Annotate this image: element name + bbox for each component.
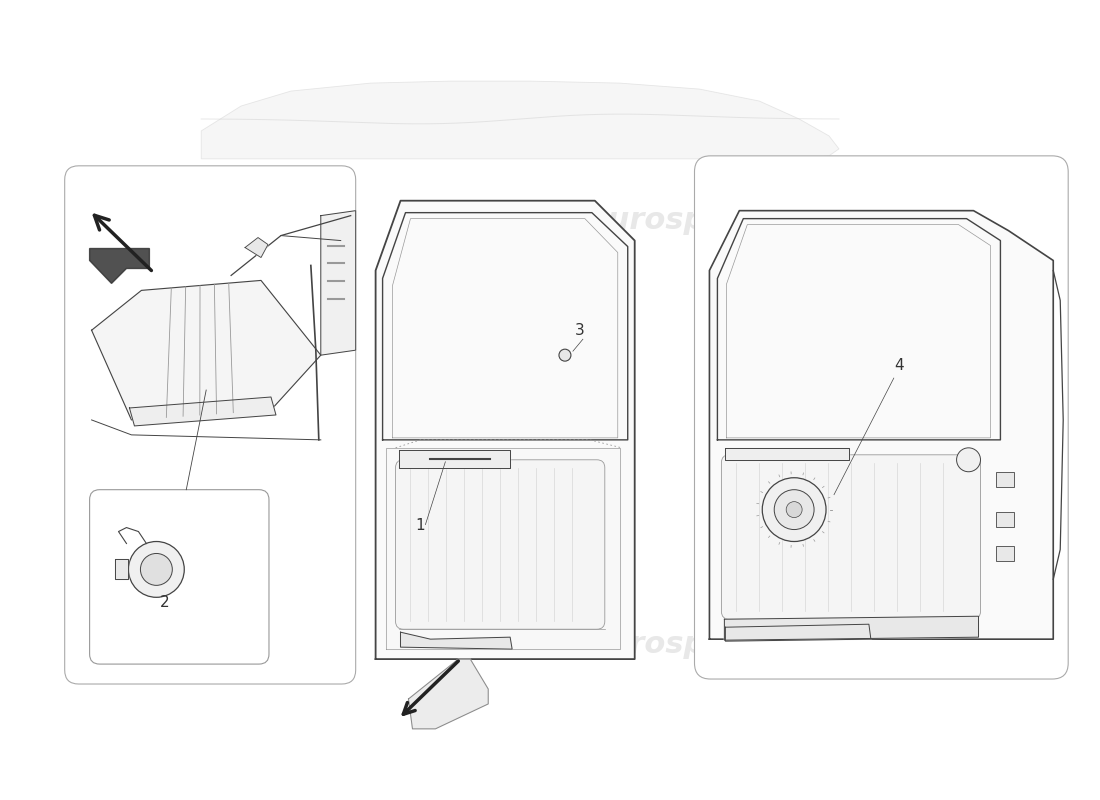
Polygon shape bbox=[725, 448, 849, 460]
FancyBboxPatch shape bbox=[65, 166, 355, 684]
Polygon shape bbox=[386, 448, 619, 649]
Circle shape bbox=[559, 349, 571, 361]
Circle shape bbox=[129, 542, 185, 598]
Text: eurospares: eurospares bbox=[90, 206, 283, 235]
Polygon shape bbox=[710, 210, 1053, 639]
Text: 2: 2 bbox=[160, 595, 169, 610]
Text: 1: 1 bbox=[416, 518, 426, 533]
Polygon shape bbox=[725, 616, 979, 640]
Polygon shape bbox=[725, 624, 871, 641]
Polygon shape bbox=[375, 201, 635, 659]
Polygon shape bbox=[408, 659, 488, 729]
Circle shape bbox=[786, 502, 802, 518]
Polygon shape bbox=[201, 81, 839, 159]
Text: 3: 3 bbox=[575, 323, 585, 338]
Circle shape bbox=[774, 490, 814, 530]
Bar bbox=[997, 546, 1014, 562]
Circle shape bbox=[957, 448, 980, 472]
Polygon shape bbox=[89, 249, 150, 283]
Polygon shape bbox=[717, 218, 1000, 440]
Polygon shape bbox=[245, 238, 268, 258]
Text: eurospares: eurospares bbox=[90, 630, 283, 658]
Bar bbox=[997, 472, 1014, 486]
FancyBboxPatch shape bbox=[89, 490, 270, 664]
FancyBboxPatch shape bbox=[694, 156, 1068, 679]
Polygon shape bbox=[91, 281, 321, 420]
Text: eurospares: eurospares bbox=[588, 206, 781, 235]
Polygon shape bbox=[400, 632, 513, 649]
Polygon shape bbox=[130, 397, 276, 426]
Polygon shape bbox=[114, 559, 129, 579]
Text: eurospares: eurospares bbox=[781, 630, 957, 658]
Text: 4: 4 bbox=[894, 358, 903, 373]
Circle shape bbox=[762, 478, 826, 542]
Polygon shape bbox=[321, 210, 355, 355]
Bar bbox=[997, 512, 1014, 526]
FancyBboxPatch shape bbox=[722, 455, 980, 619]
Circle shape bbox=[141, 554, 173, 586]
FancyBboxPatch shape bbox=[396, 460, 605, 630]
Polygon shape bbox=[398, 450, 510, 468]
Text: eurospares: eurospares bbox=[588, 630, 781, 658]
